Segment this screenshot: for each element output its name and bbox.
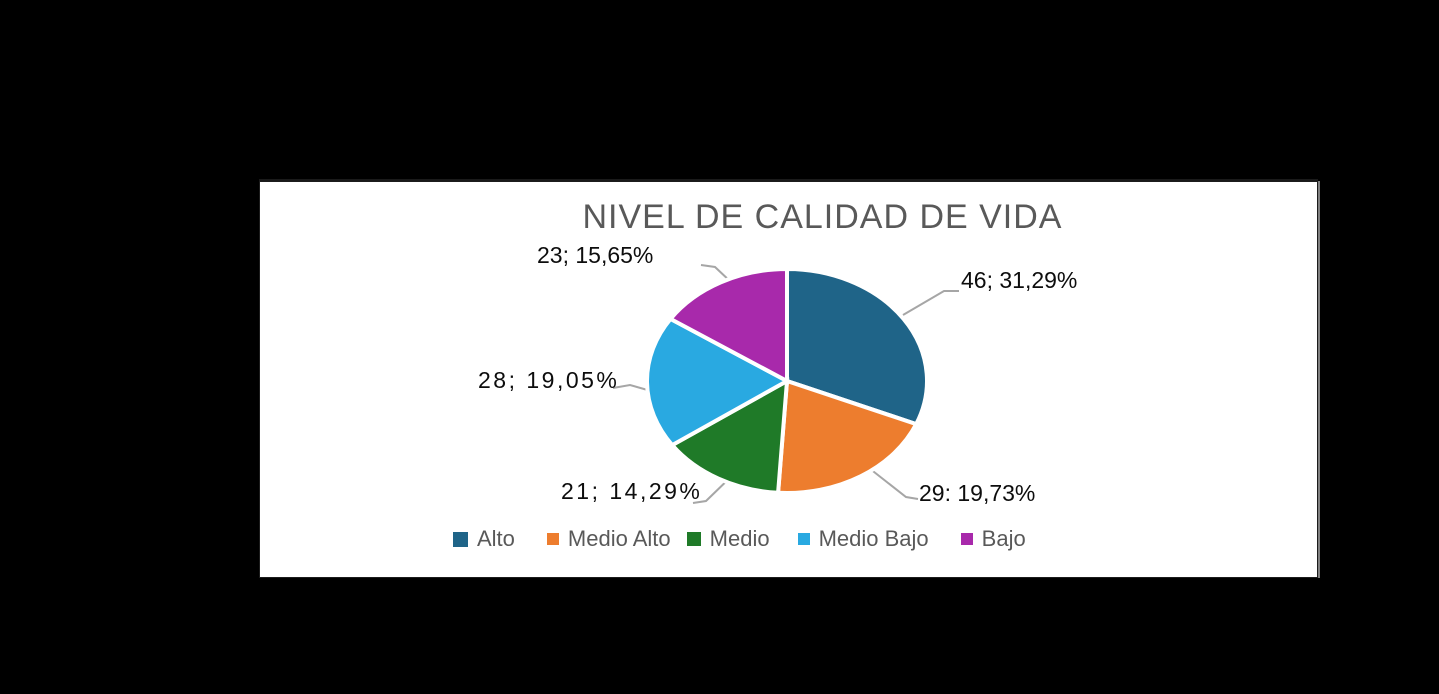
data-label-medio-bajo: 28; 19,05% xyxy=(478,367,620,393)
pie-slice-bajo xyxy=(667,266,789,385)
data-label-medio-alto: 29: 19,73% xyxy=(919,480,1036,506)
legend-item-medio-alto: Medio Alto xyxy=(546,526,671,552)
pie-slice-medio xyxy=(669,377,790,495)
legend-swatch-icon xyxy=(453,531,468,547)
pie-slice-medio-bajo xyxy=(645,316,792,448)
leader-line-alto xyxy=(902,290,959,316)
legend-item-bajo: Bajo xyxy=(960,526,1026,552)
legend-item-alto: Alto xyxy=(453,526,515,552)
pie-slice-medio-alto xyxy=(775,378,920,495)
legend-swatch-icon xyxy=(686,532,701,546)
data-label-alto: 46; 31,29% xyxy=(961,267,1078,293)
leader-line-medio-bajo xyxy=(612,383,652,392)
legend: Alto Medio Alto Medio Medio Bajo Bajo xyxy=(453,526,1153,552)
legend-label: Medio Alto xyxy=(567,526,671,551)
legend-label: Medio Bajo xyxy=(818,526,929,551)
chart-title: NIVEL DE CALIDAD DE VIDA xyxy=(582,198,1063,236)
data-label-bajo: 23; 15,65% xyxy=(537,242,654,268)
leader-line-medio-alto xyxy=(868,467,919,500)
legend-label: Bajo xyxy=(981,526,1026,551)
legend-swatch-icon xyxy=(546,533,559,545)
legend-item-medio: Medio xyxy=(686,526,770,552)
pie-slice-alto xyxy=(785,266,929,427)
pie-chart xyxy=(612,264,959,504)
chart-panel: NIVEL DE CALIDAD DE VIDA 46; 31,29% 29: 1… xyxy=(259,181,1318,578)
legend-label: Medio xyxy=(709,526,770,551)
legend-item-medio-bajo: Medio Bajo xyxy=(797,526,929,552)
data-label-medio: 21; 14,29% xyxy=(561,478,703,504)
legend-swatch-icon xyxy=(797,533,810,545)
legend-label: Alto xyxy=(477,526,515,551)
legend-swatch-icon xyxy=(960,533,973,545)
